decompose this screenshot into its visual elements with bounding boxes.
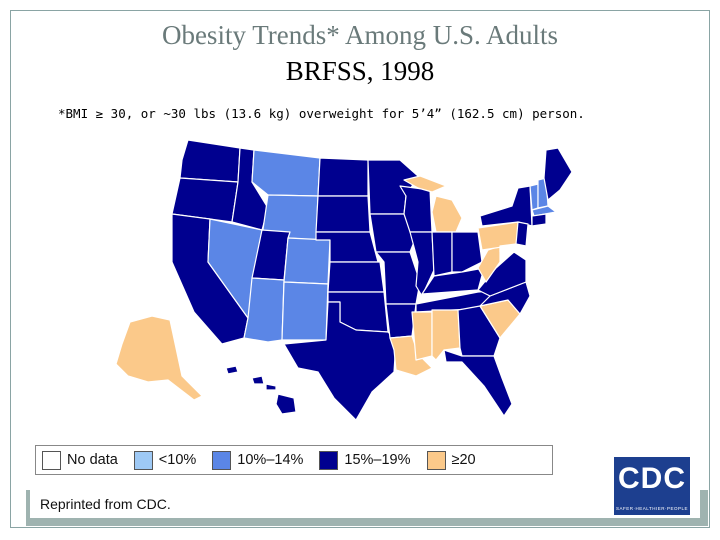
state-ME	[543, 147, 573, 201]
state-TX	[283, 301, 397, 421]
state-IN	[431, 231, 453, 277]
slide-subtitle: BRFSS, 1998	[285, 56, 435, 86]
state-OH	[451, 231, 483, 273]
state-MS	[411, 311, 433, 361]
legend-swatch	[133, 450, 153, 470]
state-HI-4	[275, 393, 297, 415]
state-CO	[283, 237, 331, 285]
legend-swatch	[212, 450, 232, 470]
state-HI-1	[225, 365, 239, 375]
legend-label: <10%	[158, 452, 197, 468]
legend-swatch	[42, 450, 61, 470]
legend-label: 15%–19%	[344, 452, 411, 468]
state-MT	[251, 149, 321, 197]
state-AR	[385, 303, 417, 339]
cdc-logo-text: CDC	[618, 462, 686, 495]
cdc-logo: CDC SAFER·HEALTHIER·PEOPLE	[614, 457, 690, 515]
state-NY	[479, 185, 533, 227]
state-WA	[179, 139, 241, 183]
state-HI-2	[251, 375, 265, 385]
state-VT	[529, 183, 539, 211]
state-NM	[281, 281, 329, 341]
legend-label: 10%–14%	[237, 452, 304, 468]
state-AK	[115, 315, 203, 401]
state-ND	[317, 157, 369, 197]
legend-item: No data	[42, 450, 118, 470]
cdc-logo-tagline: SAFER·HEALTHIER·PEOPLE	[616, 506, 688, 511]
state-KS	[327, 261, 385, 293]
state-CT	[531, 213, 547, 227]
state-HI-3	[265, 383, 277, 391]
state-NJ	[515, 221, 529, 247]
state-MI	[431, 195, 463, 233]
legend-item: <10%	[133, 450, 197, 470]
legend: No data <10% 10%–14% 15%–19% ≥20	[35, 445, 553, 475]
slide-title: Obesity Trends* Among U.S. Adults	[161, 20, 559, 50]
state-KY	[421, 267, 485, 295]
legend-swatch	[426, 450, 446, 470]
legend-swatch	[319, 450, 339, 470]
state-MI-UP	[403, 175, 447, 193]
state-LA	[389, 335, 433, 377]
footer-inset	[30, 488, 700, 518]
state-SD	[315, 195, 371, 233]
slide-frame	[10, 10, 710, 528]
footnote: *BMI ≥ 30, or ~30 lbs (13.6 kg) overweig…	[58, 106, 585, 121]
state-WV	[477, 245, 501, 283]
legend-label: ≥20	[451, 452, 476, 468]
state-MD	[499, 243, 523, 257]
state-FL	[443, 349, 513, 417]
reprint-note: Reprinted from CDC.	[40, 496, 171, 512]
legend-item: 10%–14%	[212, 450, 304, 470]
legend-label: No data	[67, 452, 118, 468]
state-MA	[531, 205, 557, 217]
legend-item: 15%–19%	[319, 450, 411, 470]
legend-item: ≥20	[426, 450, 476, 470]
